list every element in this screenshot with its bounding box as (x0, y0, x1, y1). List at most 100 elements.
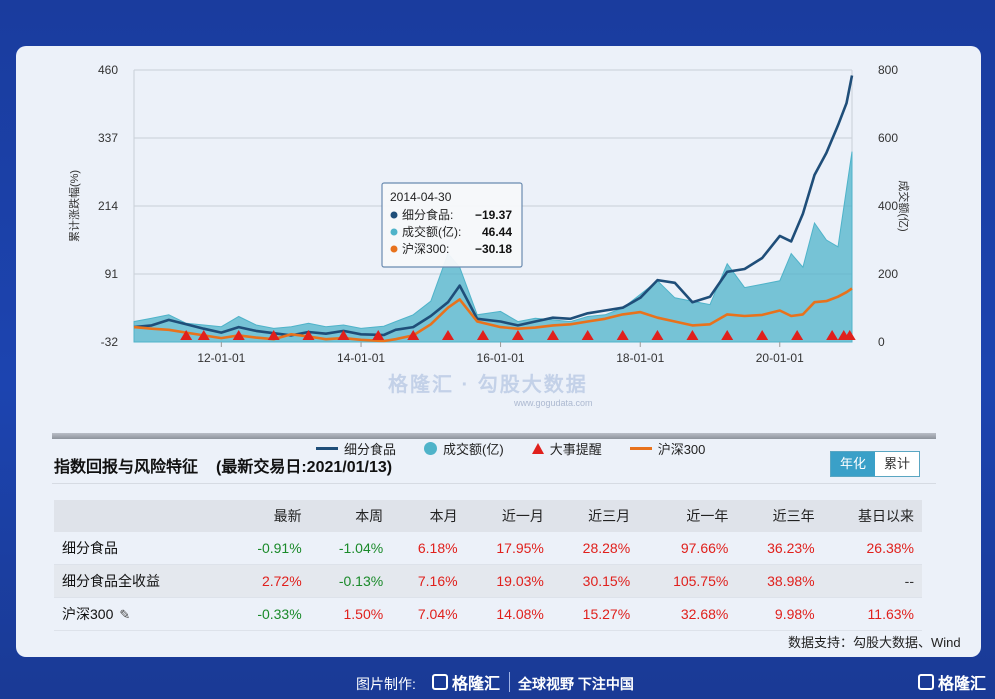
footer-slogan: 全球视野 下注中国 (518, 676, 634, 692)
event-marker (686, 330, 699, 340)
event-marker (721, 330, 734, 340)
table-header: 基日以来 (822, 500, 922, 532)
table-cell: -0.13% (309, 564, 392, 598)
x-tick-label: 18-01-01 (616, 351, 664, 365)
x-tick-label: 14-01-01 (337, 351, 385, 365)
data-source-note: 数据支持：勾股大数据、Wind (788, 635, 961, 650)
table-cell: 14.08% (465, 597, 552, 631)
footer-divider (509, 672, 510, 692)
section-title: 指数回报与风险特征 (最新交易日:2021/01/13) (54, 459, 393, 476)
table-cell: 32.68% (638, 597, 737, 631)
edit-pencil-icon[interactable]: ✎ (119, 607, 131, 622)
event-marker (441, 330, 454, 340)
event-marker (651, 330, 664, 340)
table-cell: 6.18% (391, 532, 466, 565)
tab-cumulative[interactable]: 累计 (875, 452, 920, 476)
y-right-axis-label: 成交额(亿) (897, 180, 911, 231)
table-cell: 17.95% (465, 532, 552, 565)
y-right-tick-label: 800 (878, 63, 898, 77)
table-cell: 26.38% (822, 532, 922, 565)
table-row: 细分食品全收益 2.72% -0.13% 7.16% 19.03% 30.15%… (54, 564, 922, 598)
tooltip-value: −19.37 (475, 208, 512, 222)
y-right-tick-label: 400 (878, 199, 898, 213)
table-cell: -0.91% (228, 532, 310, 565)
legend-item-food[interactable]: 细分食品 (316, 439, 396, 458)
tooltip-dot (390, 228, 398, 236)
table-cell: -1.04% (309, 532, 392, 565)
event-marker (756, 330, 769, 340)
event-marker (616, 330, 629, 340)
event-marker (197, 330, 210, 340)
y-right-tick-label: 200 (878, 267, 898, 281)
event-marker (476, 330, 489, 340)
y-left-tick-label: 460 (98, 63, 118, 77)
y-left-tick-label: -32 (101, 335, 119, 349)
footer-bar: 图片制作: 格隆汇 全球视野 下注中国 格隆汇 (0, 665, 995, 699)
tooltip-label: 细分食品: (402, 207, 453, 222)
event-marker (267, 330, 280, 340)
event-marker (791, 330, 804, 340)
table-cell: 1.50% (309, 597, 392, 631)
table-header (54, 500, 229, 532)
table-header: 本月 (391, 500, 466, 532)
y-left-tick-label: 214 (98, 199, 118, 213)
tab-annualized[interactable]: 年化 (831, 452, 876, 476)
corner-brand-logo: 格隆汇 (918, 670, 986, 694)
tooltip-label: 成交额(亿): (402, 224, 461, 239)
tooltip-dot (390, 245, 398, 253)
y-right-tick-label: 600 (878, 131, 898, 145)
event-marker (302, 330, 315, 340)
table-cell: 2.72% (228, 564, 310, 598)
footer-made-by: 图片制作: (356, 676, 416, 692)
series-line (133, 287, 853, 343)
legend-line-icon (629, 446, 652, 450)
row-label: 细分食品全收益 (54, 564, 229, 598)
table-cell: 11.63% (822, 597, 922, 631)
table-header: 最新 (228, 500, 310, 532)
brand-logo-icon (918, 674, 934, 690)
table-header: 本周 (309, 500, 392, 532)
row-label: 沪深300 ✎ (54, 597, 229, 631)
event-marker (581, 330, 594, 340)
y-left-axis-label: 累计涨跌幅(%) (67, 170, 81, 242)
legend-triangle-icon (531, 442, 544, 454)
section-separator (52, 483, 936, 484)
event-marker (843, 330, 856, 340)
tooltip-box (381, 182, 523, 268)
event-marker (337, 330, 350, 340)
y-left-tick-label: 337 (98, 131, 118, 145)
y-left-tick-label: 91 (105, 267, 119, 281)
event-marker (826, 330, 839, 340)
tooltip-value: 46.44 (482, 225, 512, 239)
table-header: 近一年 (638, 500, 737, 532)
legend-item-events[interactable]: 大事提醒 (531, 439, 602, 458)
table-cell: 105.75% (638, 564, 737, 598)
tooltip-value: −30.18 (475, 242, 512, 256)
table-cell: -- (822, 564, 922, 598)
table-header: 近三年 (736, 500, 823, 532)
event-marker (511, 330, 524, 340)
watermark-url: www.gogudata.com (514, 398, 593, 408)
y-right-tick-label: 0 (878, 335, 885, 349)
table-row: 细分食品 -0.91% -1.04% 6.18% 17.95% 28.28% 9… (54, 532, 922, 565)
legend-item-hs300[interactable]: 沪深300 (629, 439, 705, 458)
table-cell: 7.04% (391, 597, 466, 631)
table-header: 近一月 (465, 500, 552, 532)
legend-line-icon (316, 446, 338, 450)
series-line (133, 75, 854, 337)
annualized-toggle: 年化 累计 (830, 451, 921, 477)
legend-item-volume[interactable]: 成交额(亿) (424, 439, 504, 458)
table-cell: 36.23% (736, 532, 823, 565)
footer-brand-logo: 格隆汇 (432, 670, 500, 694)
table-cell: 30.15% (551, 564, 639, 598)
x-tick-label: 16-01-01 (477, 351, 525, 365)
watermark-text: 格隆汇 · 勾股大数据 (388, 374, 588, 396)
tooltip-dot (390, 211, 398, 219)
table-cell: 97.66% (638, 532, 737, 565)
chart-legend: 细分食品 成交额(亿) 大事提醒 沪深300 (316, 438, 705, 458)
table-cell: 7.16% (391, 564, 466, 598)
table-cell: 9.98% (736, 597, 823, 631)
brand-logo-icon (432, 674, 448, 690)
tooltip-label: 沪深300: (402, 242, 449, 256)
x-tick-label: 20-01-01 (756, 351, 804, 365)
